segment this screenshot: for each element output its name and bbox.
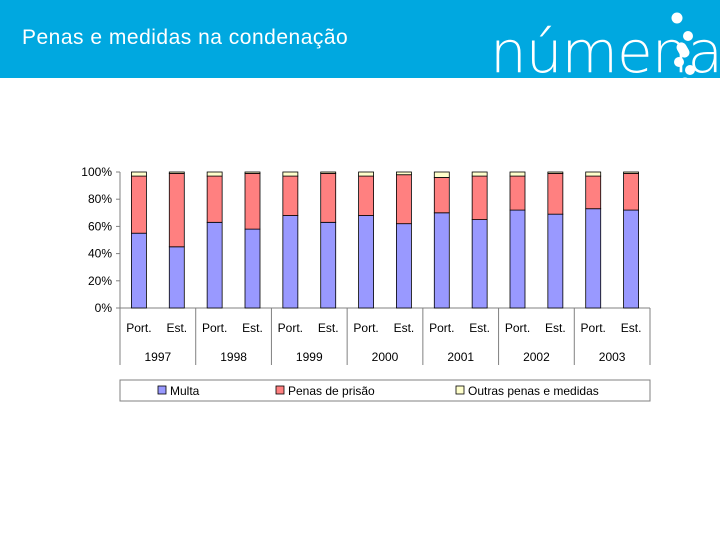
y-tick-label: 80%: [88, 192, 112, 206]
header-bar: Penas e medidas na condenação númena: [0, 0, 720, 89]
numena-logo-dots-icon: [671, 12, 695, 89]
bar-outras-penas-e-medidas: [282, 171, 299, 177]
x-category-label: Port.: [126, 321, 151, 335]
y-tick-label: 60%: [88, 219, 112, 233]
bar-penas-de-prisão: [509, 175, 526, 211]
x-year-label: 1999: [296, 350, 323, 364]
bar-multa: [168, 246, 185, 309]
bar-multa: [320, 221, 337, 309]
bar-multa: [509, 209, 526, 309]
x-category-label: Est.: [621, 321, 642, 335]
y-tick-label: 20%: [88, 274, 112, 288]
x-category-label: Port.: [202, 321, 227, 335]
bar-outras-penas-e-medidas: [244, 171, 261, 174]
page-title: Penas e medidas na condenação: [22, 26, 349, 49]
bar-penas-de-prisão: [471, 175, 488, 221]
bar-multa: [623, 209, 639, 309]
bar-outras-penas-e-medidas: [471, 171, 488, 177]
bar-multa: [547, 213, 564, 309]
x-category-label: Est.: [394, 321, 415, 335]
bar-multa: [433, 212, 450, 309]
bar-outras-penas-e-medidas: [206, 171, 223, 177]
bar-outras-penas-e-medidas: [320, 171, 337, 174]
bar-multa: [358, 215, 374, 309]
x-category-label: Est.: [545, 321, 566, 335]
legend-swatch: [275, 385, 285, 395]
x-category-label: Port.: [581, 321, 606, 335]
legend-label: Multa: [170, 384, 200, 398]
bar-penas-de-prisão: [358, 175, 374, 216]
x-year-label: 2002: [523, 350, 550, 364]
x-category-label: Est.: [166, 321, 187, 335]
bar-penas-de-prisão: [396, 174, 412, 225]
bar-penas-de-prisão: [131, 175, 147, 234]
y-tick-label: 100%: [81, 165, 112, 179]
y-tick-label: 0%: [95, 301, 113, 315]
x-category-label: Est.: [242, 321, 263, 335]
bar-outras-penas-e-medidas: [168, 171, 185, 174]
legend-swatch: [157, 385, 167, 395]
bar-penas-de-prisão: [282, 175, 299, 216]
bar-multa: [282, 215, 299, 309]
bar-multa: [131, 232, 147, 309]
bar-outras-penas-e-medidas: [623, 171, 639, 174]
x-category-label: Port.: [353, 321, 378, 335]
bar-outras-penas-e-medidas: [509, 171, 526, 177]
x-year-label: 1998: [220, 350, 247, 364]
x-category-label: Est.: [469, 321, 490, 335]
bar-penas-de-prisão: [433, 177, 450, 214]
bar-penas-de-prisão: [244, 172, 261, 230]
bar-penas-de-prisão: [547, 172, 564, 215]
bar-penas-de-prisão: [623, 172, 639, 211]
bar-outras-penas-e-medidas: [433, 171, 450, 178]
legend-swatch: [455, 385, 465, 395]
bar-outras-penas-e-medidas: [585, 171, 602, 177]
bar-multa: [206, 221, 223, 309]
bar-outras-penas-e-medidas: [396, 171, 412, 176]
bar-penas-de-prisão: [168, 172, 185, 248]
bar-penas-de-prisão: [585, 175, 602, 210]
legend-label: Outras penas e medidas: [468, 384, 599, 398]
bar-outras-penas-e-medidas: [358, 171, 374, 177]
bar-multa: [396, 223, 412, 309]
x-year-label: 1997: [145, 350, 172, 364]
x-year-label: 2000: [372, 350, 399, 364]
x-category-label: Est.: [318, 321, 339, 335]
bar-outras-penas-e-medidas: [547, 171, 564, 174]
stacked-bar-chart: 100% 80% 60% 40% 20% 0% Port. Est. Port. Est. Port…: [81, 165, 651, 402]
x-category-label: Port.: [429, 321, 454, 335]
bar-multa: [585, 208, 602, 309]
y-tick-label: 40%: [88, 247, 112, 261]
x-year-label: 2001: [447, 350, 474, 364]
bar-multa: [244, 228, 261, 309]
legend-box: [119, 379, 651, 402]
bar-penas-de-prisão: [206, 175, 223, 223]
x-category-label: Port.: [505, 321, 530, 335]
legend-label: Penas de prisão: [288, 384, 375, 398]
bar-multa: [471, 219, 488, 309]
x-category-label: Port.: [278, 321, 303, 335]
bar-penas-de-prisão: [320, 172, 337, 223]
x-year-label: 2003: [599, 350, 626, 364]
bar-outras-penas-e-medidas: [131, 171, 147, 177]
